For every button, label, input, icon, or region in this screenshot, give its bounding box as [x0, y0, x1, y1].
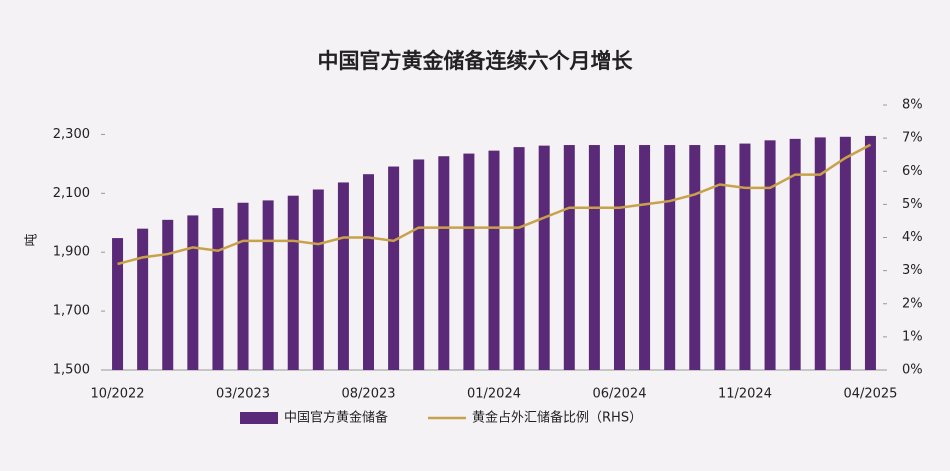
bar: [363, 174, 375, 370]
y2-tick-label: 3%: [902, 263, 923, 278]
y2-tick-label: 6%: [902, 164, 923, 179]
bar: [463, 153, 475, 370]
bar: [664, 145, 676, 370]
bar: [137, 228, 149, 370]
bar: [588, 145, 600, 370]
bar: [287, 195, 299, 370]
bar: [187, 215, 199, 370]
bar: [488, 150, 500, 370]
x-tick-label: 08/2023: [342, 387, 396, 402]
chart-title: 中国官方黄金储备连续六个月增长: [318, 49, 634, 73]
y-tick-label: 1,700: [53, 304, 90, 319]
y2-tick-label: 1%: [902, 329, 923, 344]
y-tick-label: 2,100: [53, 186, 90, 201]
y2-tick-label: 0%: [902, 363, 923, 378]
y2-tick-label: 8%: [902, 98, 923, 113]
y2-tick-label: 4%: [902, 230, 923, 245]
y-tick-label: 1,500: [53, 363, 90, 378]
legend-swatch: [240, 412, 278, 424]
bar: [613, 145, 625, 370]
bar: [112, 238, 124, 370]
bar: [789, 138, 801, 370]
bar: [538, 145, 550, 370]
x-tick-label: 03/2023: [216, 387, 270, 402]
bar: [839, 136, 851, 370]
bar: [689, 145, 701, 370]
x-tick-label: 11/2024: [718, 387, 772, 402]
y-tick-label: 1,900: [53, 245, 90, 260]
bar: [639, 145, 651, 370]
bar: [563, 145, 575, 370]
line: [117, 143, 872, 266]
y2-tick-label: 2%: [902, 296, 923, 311]
bar: [262, 200, 274, 370]
y2-tick-label: 7%: [902, 131, 923, 146]
y-axis-label: 吨: [25, 233, 40, 246]
bar: [864, 135, 876, 370]
bar: [413, 159, 425, 370]
bar: [739, 143, 751, 370]
x-tick-label: 01/2024: [467, 387, 521, 402]
bar: [438, 156, 450, 370]
y-tick-label: 2,300: [53, 127, 90, 142]
x-tick-label: 10/2022: [91, 387, 145, 402]
bar: [388, 166, 400, 370]
bar: [162, 219, 174, 370]
bar: [814, 137, 826, 370]
bar: [212, 208, 224, 370]
x-tick-label: 04/2025: [843, 387, 897, 402]
y2-tick-label: 5%: [902, 197, 923, 212]
bar: [237, 202, 249, 370]
bar: [714, 145, 726, 370]
legend-label: 黄金占外汇储备比例（RHS）: [472, 410, 642, 426]
bar: [513, 147, 525, 370]
legend-label: 中国官方黄金储备: [284, 410, 388, 426]
bar: [764, 140, 776, 370]
bar: [337, 182, 349, 370]
x-tick-label: 06/2024: [592, 387, 646, 402]
bar: [312, 189, 324, 370]
